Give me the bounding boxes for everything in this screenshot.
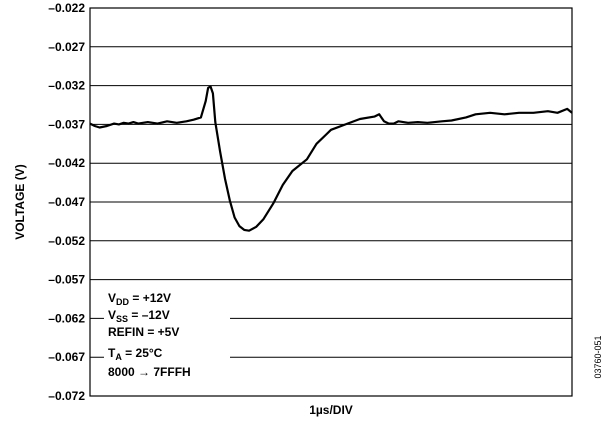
- y-tick-label: –0.052: [48, 234, 85, 248]
- y-tick-label: –0.047: [48, 195, 85, 209]
- vss-annotation: VSS = –12V: [108, 308, 170, 324]
- y-tick-label: –0.057: [48, 273, 85, 287]
- y-tick-label: –0.072: [48, 389, 85, 403]
- y-tick-label: –0.032: [48, 79, 85, 93]
- plot-frame: [89, 7, 573, 397]
- ta-annotation: TA = 25°C: [108, 346, 163, 362]
- code-transition-annotation: 8000 → 7FFFH: [108, 365, 191, 379]
- x-axis-label: 1µs/DIV: [309, 403, 353, 417]
- y-tick-label: –0.027: [48, 40, 85, 54]
- y-tick-label: –0.062: [48, 311, 85, 325]
- voltage-trace: [89, 85, 573, 232]
- y-tick-label: –0.042: [48, 156, 85, 170]
- refin-annotation: REFIN = +5V: [108, 325, 179, 339]
- y-axis-label: VOLTAGE (V): [13, 164, 27, 240]
- conditions-annotation: VDD = +12V VSS = –12V REFIN = +5V TA = 2…: [104, 286, 230, 379]
- vdd-annotation: VDD = +12V: [108, 291, 171, 307]
- y-tick-label: –0.022: [48, 1, 85, 15]
- y-tick-label: –0.037: [48, 117, 85, 131]
- grid-lines: [90, 46, 572, 358]
- y-tick-label: –0.067: [48, 350, 85, 364]
- figure-code: 03760-051: [593, 335, 603, 378]
- y-tick-labels: –0.022 –0.027 –0.032 –0.037 –0.042 –0.047 –0.0…: [48, 1, 85, 403]
